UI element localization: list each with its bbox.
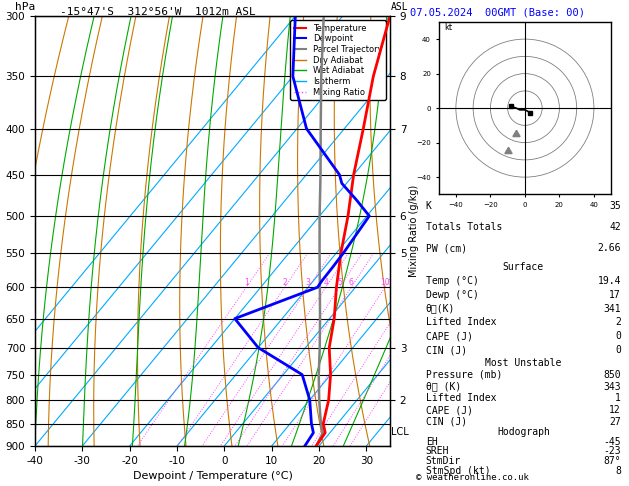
Text: 42: 42 (609, 222, 621, 232)
Text: Dewp (°C): Dewp (°C) (426, 290, 479, 300)
Text: 5: 5 (337, 278, 342, 287)
Text: 17: 17 (609, 290, 621, 300)
Text: 19.4: 19.4 (598, 276, 621, 286)
Text: hPa: hPa (16, 1, 36, 12)
Text: 07.05.2024  00GMT (Base: 00): 07.05.2024 00GMT (Base: 00) (410, 7, 585, 17)
Text: 2: 2 (282, 278, 287, 287)
Text: SREH: SREH (426, 447, 449, 456)
Text: 3: 3 (306, 278, 311, 287)
Text: CIN (J): CIN (J) (426, 345, 467, 355)
X-axis label: Dewpoint / Temperature (°C): Dewpoint / Temperature (°C) (133, 471, 292, 481)
Legend: Temperature, Dewpoint, Parcel Trajectory, Dry Adiabat, Wet Adiabat, Isotherm, Mi: Temperature, Dewpoint, Parcel Trajectory… (291, 20, 386, 100)
Text: Totals Totals: Totals Totals (426, 222, 502, 232)
Text: PW (cm): PW (cm) (426, 243, 467, 253)
Text: Surface: Surface (503, 262, 544, 272)
Text: Hodograph: Hodograph (497, 428, 550, 437)
Text: 850: 850 (603, 370, 621, 380)
Text: Lifted Index: Lifted Index (426, 393, 496, 403)
Text: 4: 4 (323, 278, 328, 287)
Text: 1: 1 (244, 278, 248, 287)
Y-axis label: Mixing Ratio (g/kg): Mixing Ratio (g/kg) (409, 185, 419, 277)
Text: StmDir: StmDir (426, 456, 461, 466)
Text: CAPE (J): CAPE (J) (426, 405, 473, 415)
Text: 10: 10 (380, 278, 389, 287)
Text: -15°47'S  312°56'W  1012m ASL: -15°47'S 312°56'W 1012m ASL (60, 7, 256, 17)
Text: 343: 343 (603, 382, 621, 392)
Text: Most Unstable: Most Unstable (485, 358, 562, 368)
Text: 2: 2 (615, 317, 621, 328)
Text: EH: EH (426, 437, 438, 447)
Text: LCL: LCL (391, 427, 408, 437)
Text: -45: -45 (603, 437, 621, 447)
Text: CIN (J): CIN (J) (426, 417, 467, 427)
Text: km
ASL: km ASL (391, 0, 409, 12)
Text: StmSpd (kt): StmSpd (kt) (426, 466, 491, 475)
Text: θᴇ(K): θᴇ(K) (426, 304, 455, 313)
Text: 6: 6 (348, 278, 353, 287)
Text: 27: 27 (609, 417, 621, 427)
Text: 12: 12 (609, 405, 621, 415)
Text: θᴇ (K): θᴇ (K) (426, 382, 461, 392)
Text: 1: 1 (615, 393, 621, 403)
Text: -23: -23 (603, 447, 621, 456)
Text: 8: 8 (615, 466, 621, 475)
Text: kt: kt (444, 23, 452, 33)
Text: 0: 0 (615, 345, 621, 355)
Text: CAPE (J): CAPE (J) (426, 331, 473, 341)
Text: Pressure (mb): Pressure (mb) (426, 370, 502, 380)
Text: 341: 341 (603, 304, 621, 313)
Text: 0: 0 (615, 331, 621, 341)
Text: 87°: 87° (603, 456, 621, 466)
Text: 35: 35 (609, 201, 621, 211)
Text: K: K (426, 201, 431, 211)
Text: 2.66: 2.66 (598, 243, 621, 253)
Text: Temp (°C): Temp (°C) (426, 276, 479, 286)
Text: © weatheronline.co.uk: © weatheronline.co.uk (416, 473, 529, 482)
Text: Lifted Index: Lifted Index (426, 317, 496, 328)
